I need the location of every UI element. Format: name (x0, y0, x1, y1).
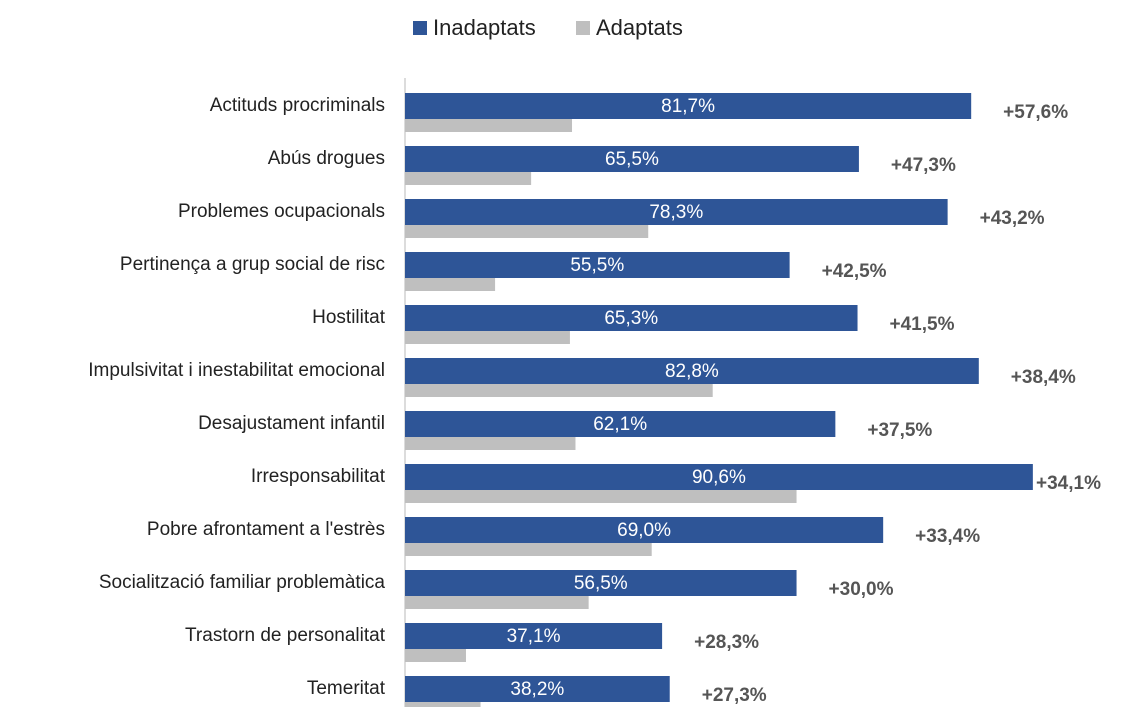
category-label: Trastorn de personalitat (185, 625, 386, 646)
value-label: 90,6% (692, 467, 746, 488)
legend-label: Inadaptats (433, 15, 536, 40)
bar (405, 702, 481, 707)
value-label: 55,5% (570, 255, 624, 276)
bar (405, 358, 979, 384)
value-label: 38,2% (510, 679, 564, 700)
bar (405, 199, 948, 225)
bar (405, 411, 836, 437)
value-label: 81,7% (661, 96, 715, 117)
category-label: Desajustament infantil (198, 413, 385, 434)
annotation: +43,2% (980, 208, 1045, 229)
bar (405, 119, 573, 132)
bar (405, 676, 670, 702)
annotation: +42,5% (822, 261, 887, 282)
category-label: Impulsivitat i inestabilitat emocional (88, 360, 385, 381)
bar (405, 464, 1033, 490)
legend-swatch (576, 21, 590, 35)
bar (405, 331, 570, 344)
category-label: Hostilitat (312, 307, 386, 328)
bar (405, 305, 858, 331)
value-label: 62,1% (593, 414, 647, 435)
bar (405, 490, 797, 503)
bar (405, 517, 884, 543)
value-label: 82,8% (665, 361, 719, 382)
bar (405, 93, 972, 119)
bar (405, 384, 713, 397)
bar (405, 172, 532, 185)
category-label: Temeritat (307, 678, 386, 699)
value-label: 69,0% (617, 520, 671, 541)
bar (405, 570, 797, 596)
category-label: Pertinença a grup social de risc (120, 254, 385, 275)
annotation: +30,0% (829, 579, 894, 600)
legend-swatch (413, 21, 427, 35)
legend-label: Adaptats (596, 15, 683, 40)
category-label: Irresponsabilitat (251, 466, 386, 487)
value-label: 56,5% (574, 573, 628, 594)
bar (405, 649, 466, 662)
bar (405, 543, 652, 556)
annotation: +34,1% (1036, 473, 1101, 494)
category-label: Abús drogues (268, 148, 385, 169)
category-label: Problemes ocupacionals (178, 201, 385, 222)
annotation: +41,5% (890, 314, 955, 335)
bar (405, 146, 859, 172)
bar (405, 437, 576, 450)
annotation: +57,6% (1003, 102, 1068, 123)
bar (405, 225, 649, 238)
value-label: 37,1% (507, 626, 561, 647)
value-label: 65,5% (605, 149, 659, 170)
bar (405, 278, 496, 291)
category-label: Socialització familiar problemàtica (99, 572, 386, 593)
value-label: 78,3% (649, 202, 703, 223)
annotation: +33,4% (915, 526, 980, 547)
value-label: 65,3% (604, 308, 658, 329)
category-label: Pobre afrontament a l'estrès (147, 519, 385, 540)
annotation: +28,3% (694, 632, 759, 653)
bar (405, 623, 663, 649)
annotation: +47,3% (891, 155, 956, 176)
bar (405, 252, 790, 278)
bar (405, 596, 589, 609)
category-label: Actituds procriminals (210, 95, 385, 116)
annotation: +38,4% (1011, 367, 1076, 388)
annotation: +37,5% (867, 420, 932, 441)
annotation: +27,3% (702, 685, 767, 706)
